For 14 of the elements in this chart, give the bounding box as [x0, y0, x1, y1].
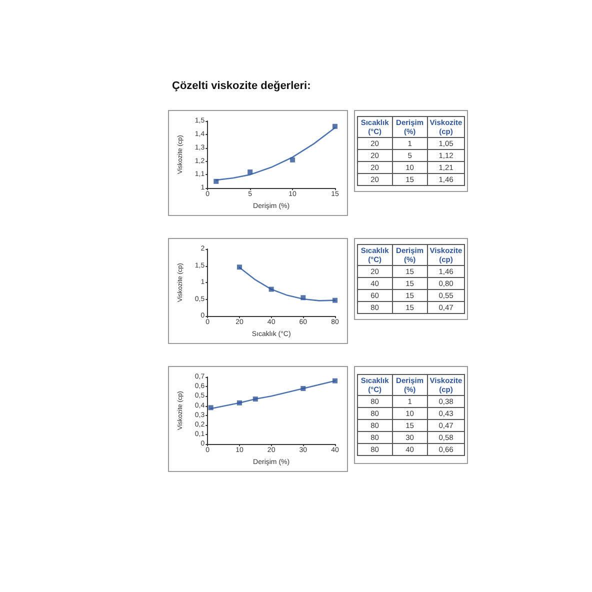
point	[332, 298, 338, 303]
chart-title: Çözelti viskozite değerleri:	[172, 80, 311, 92]
point	[300, 386, 306, 392]
point	[236, 400, 242, 406]
point	[252, 396, 258, 402]
point	[300, 295, 306, 300]
point	[268, 286, 274, 292]
point	[290, 157, 296, 162]
point	[236, 264, 242, 270]
point	[214, 178, 219, 184]
point	[248, 169, 253, 174]
point	[208, 405, 214, 410]
point	[332, 124, 338, 129]
point	[332, 378, 338, 384]
